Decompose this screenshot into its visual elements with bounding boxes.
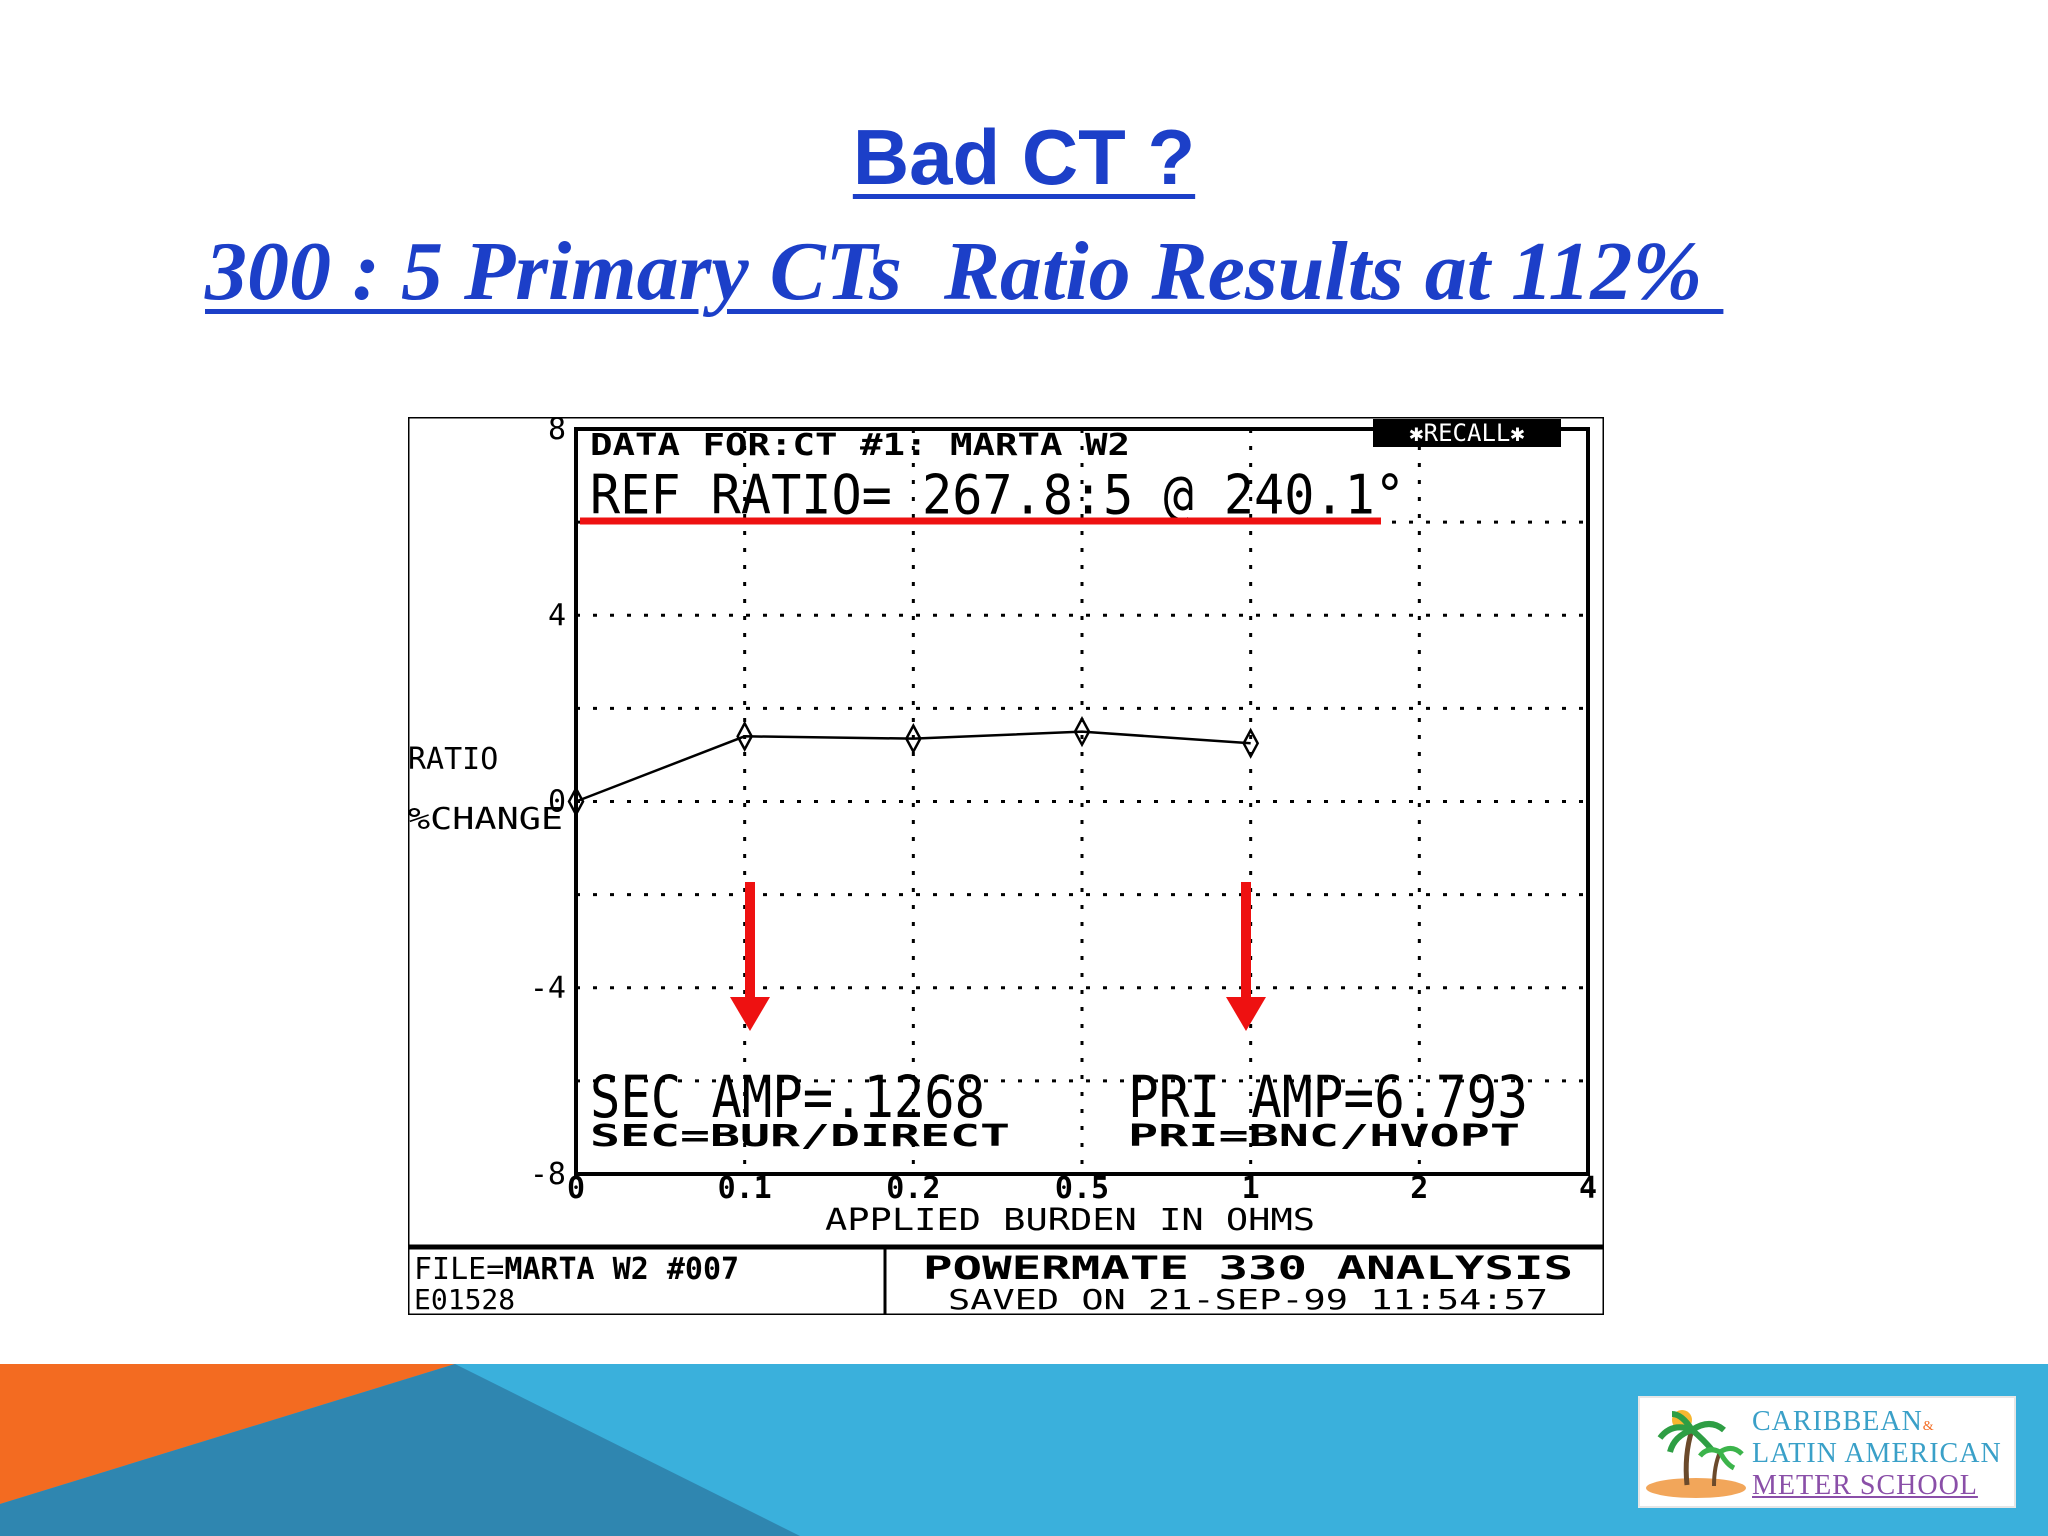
y-axis-label-ratio: RATIO: [408, 742, 498, 777]
data-point: [567, 785, 585, 818]
x-tick-label: 1: [1242, 1171, 1260, 1206]
data-point: [736, 720, 754, 752]
y-tick-label: 0: [548, 785, 566, 820]
x-axis-label: APPLIED BURDEN IN OHMS: [825, 1203, 1315, 1238]
red-arrow-right: [1226, 882, 1266, 1031]
data-point: [1242, 727, 1260, 759]
palm-island-icon: [1646, 1410, 1746, 1498]
logo-line-2: LATIN AMERICAN: [1752, 1438, 2002, 1469]
logo-line-3: METER SCHOOL: [1752, 1470, 1978, 1501]
slide-title-text: Bad CT ?: [852, 113, 1196, 201]
x-tick-label: 0.2: [886, 1171, 940, 1206]
screen-header: DATA FOR:CT #1: MARTA W2: [590, 428, 1130, 463]
x-tick-label: 0: [567, 1171, 585, 1206]
slide-title: Bad CT ?: [0, 118, 2048, 196]
slide-subtitle-text: 300 : 5 Primary CTs Ratio Results at 112…: [205, 225, 1724, 318]
footer-saved: SAVED ON 21-SEP-99 11:54:57: [948, 1283, 1548, 1315]
red-arrow-left: [730, 882, 770, 1031]
footer-file-name: MARTA W2 #007: [504, 1252, 739, 1287]
x-tick-label: 0.1: [718, 1171, 772, 1206]
sec-source: SEC=BUR/DIRECT: [590, 1119, 1010, 1154]
data-point: [1073, 716, 1091, 748]
x-tick-label: 4: [1579, 1171, 1597, 1206]
pri-amp: PRI AMP=6.793: [1128, 1063, 1528, 1131]
recall-badge: ✱RECALL✱: [1409, 419, 1525, 447]
footer-band-dark: [0, 1364, 800, 1536]
y-tick-label: -8: [530, 1157, 566, 1192]
sec-amp: SEC AMP=.1268: [590, 1063, 985, 1131]
y-tick-label: -4: [530, 971, 566, 1006]
footer-id: E01528: [414, 1283, 515, 1315]
series-line: [575, 730, 1251, 803]
y-tick-labels: 8 4 0 -4 -8: [530, 417, 566, 1192]
footer-title: POWERMATE 330 ANALYSIS: [923, 1249, 1573, 1287]
slide-subtitle: 300 : 5 Primary CTs Ratio Results at 112…: [205, 230, 1855, 314]
screen-frame: [408, 417, 1604, 1315]
ct-ratio-chart: 8 4 0 -4 -8 0 0.1 0.2 0.5 1 2 4 DATA FOR:CT #1: MA…: [408, 417, 1604, 1315]
ref-ratio: REF RATIO= 267.8:5 @ 240.1°: [590, 463, 1405, 526]
footer-file-label: FILE=: [414, 1252, 504, 1287]
footer-file: FILE=MARTA W2 #007: [414, 1252, 739, 1287]
y-axis-label-change: %CHANGE: [408, 802, 563, 837]
data-point: [904, 723, 922, 755]
x-tick-label: 0.5: [1055, 1171, 1109, 1206]
logo-line-1: CARIBBEAN&: [1752, 1406, 1935, 1437]
school-logo: CARIBBEAN& LATIN AMERICAN METER SCHOOL: [1638, 1396, 2016, 1508]
y-tick-label: 8: [548, 417, 566, 447]
x-tick-label: 2: [1410, 1171, 1428, 1206]
series-ratio-change: [567, 716, 1260, 818]
pri-source: PRI=BNC/HVOPT: [1128, 1119, 1520, 1154]
x-tick-labels: 0 0.1 0.2 0.5 1 2 4: [567, 1171, 1597, 1206]
y-tick-label: 4: [548, 598, 566, 633]
recall-badge-bg: [1373, 419, 1561, 447]
